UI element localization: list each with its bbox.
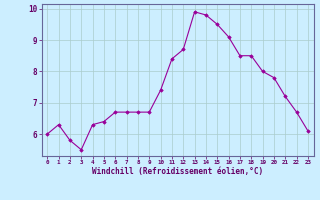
X-axis label: Windchill (Refroidissement éolien,°C): Windchill (Refroidissement éolien,°C) [92,167,263,176]
